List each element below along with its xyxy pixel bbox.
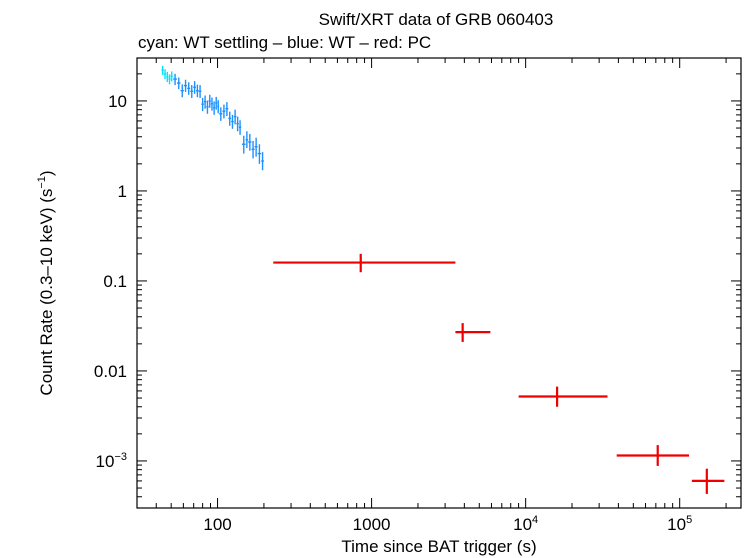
- data-point: [203, 95, 207, 109]
- plot-frame: [136, 57, 742, 509]
- data-point: [183, 79, 188, 92]
- data-point: [248, 133, 252, 151]
- x-tick-label-base: 1000: [353, 515, 391, 534]
- data-point: [231, 114, 234, 129]
- data-point: [170, 71, 173, 82]
- data-point: [193, 81, 197, 94]
- data-point: [210, 97, 214, 111]
- y-tick-label: 0.1: [103, 272, 127, 291]
- y-axis-label-sup: −1: [36, 176, 48, 189]
- data-point: [190, 85, 194, 98]
- data-point: [173, 73, 177, 86]
- data-point: [233, 109, 237, 125]
- data-point: [208, 94, 211, 108]
- chart-title: Swift/XRT data of GRB 060403: [319, 10, 554, 29]
- data-point: [196, 84, 199, 98]
- y-tick-label-base: 10: [96, 452, 115, 471]
- y-axis-label: Count Rate (0.3–10 keV) (s−1): [36, 170, 56, 395]
- series-wt: [173, 73, 264, 171]
- x-tick-label: 1000: [353, 515, 391, 534]
- y-tick-label-base: 0.1: [103, 272, 127, 291]
- y-tick-label-base: 10: [108, 92, 127, 111]
- data-point: [163, 69, 167, 80]
- data-point: [168, 74, 171, 85]
- data-point: [245, 131, 249, 148]
- data-point: [238, 120, 242, 135]
- chart-subtitle: cyan: WT settling – blue: WT – red: PC: [138, 33, 431, 52]
- data-point: [187, 82, 191, 95]
- data-point: [198, 85, 202, 98]
- data-point: [217, 100, 220, 114]
- x-tick-label: 104: [513, 514, 538, 534]
- x-tick-label: 100: [203, 515, 231, 534]
- y-axis-label-end: ): [37, 170, 56, 176]
- data-point: [254, 137, 258, 157]
- data-point: [201, 97, 204, 112]
- y-tick-label-base: 1: [118, 182, 127, 201]
- data-point: [222, 104, 226, 119]
- data-point: [180, 84, 184, 98]
- data-point: [691, 468, 725, 494]
- data-point: [273, 253, 456, 273]
- y-tick-label: 0.01: [94, 362, 127, 381]
- x-tick-label-exp: 4: [532, 514, 538, 526]
- data-point: [228, 111, 232, 126]
- data-point: [166, 71, 169, 83]
- x-tick-label-base: 100: [203, 515, 231, 534]
- series-wt-settling: [161, 65, 173, 85]
- x-tick-label-base: 10: [667, 515, 686, 534]
- data-point: [215, 96, 218, 110]
- y-tick-label: 10−3: [96, 451, 127, 471]
- data-point: [206, 100, 209, 114]
- x-axis-label: Time since BAT trigger (s): [341, 537, 536, 556]
- data-point: [257, 144, 262, 164]
- data-point: [616, 445, 690, 466]
- data-point: [225, 102, 229, 117]
- y-tick-label-exp: −3: [114, 451, 127, 463]
- y-tick-label-base: 0.01: [94, 362, 127, 381]
- data-point: [219, 107, 223, 121]
- data-point: [176, 77, 181, 90]
- y-tick-label: 10: [108, 92, 127, 111]
- x-tick-label-exp: 5: [686, 514, 692, 526]
- data-point: [161, 65, 164, 75]
- data-marks: [161, 65, 725, 494]
- series-pc: [273, 253, 725, 494]
- data-point: [261, 152, 264, 171]
- x-tick-label-base: 10: [513, 515, 532, 534]
- data-point: [213, 101, 216, 115]
- data-point: [251, 140, 255, 159]
- y-axis-label-main: Count Rate (0.3–10 keV) (s: [37, 189, 56, 396]
- data-point: [455, 323, 491, 342]
- y-tick-label: 1: [118, 182, 127, 201]
- x-tick-label: 105: [667, 514, 692, 534]
- data-point: [236, 116, 239, 132]
- data-point: [518, 386, 608, 407]
- data-point: [241, 135, 246, 154]
- axis-ticks: [136, 57, 741, 509]
